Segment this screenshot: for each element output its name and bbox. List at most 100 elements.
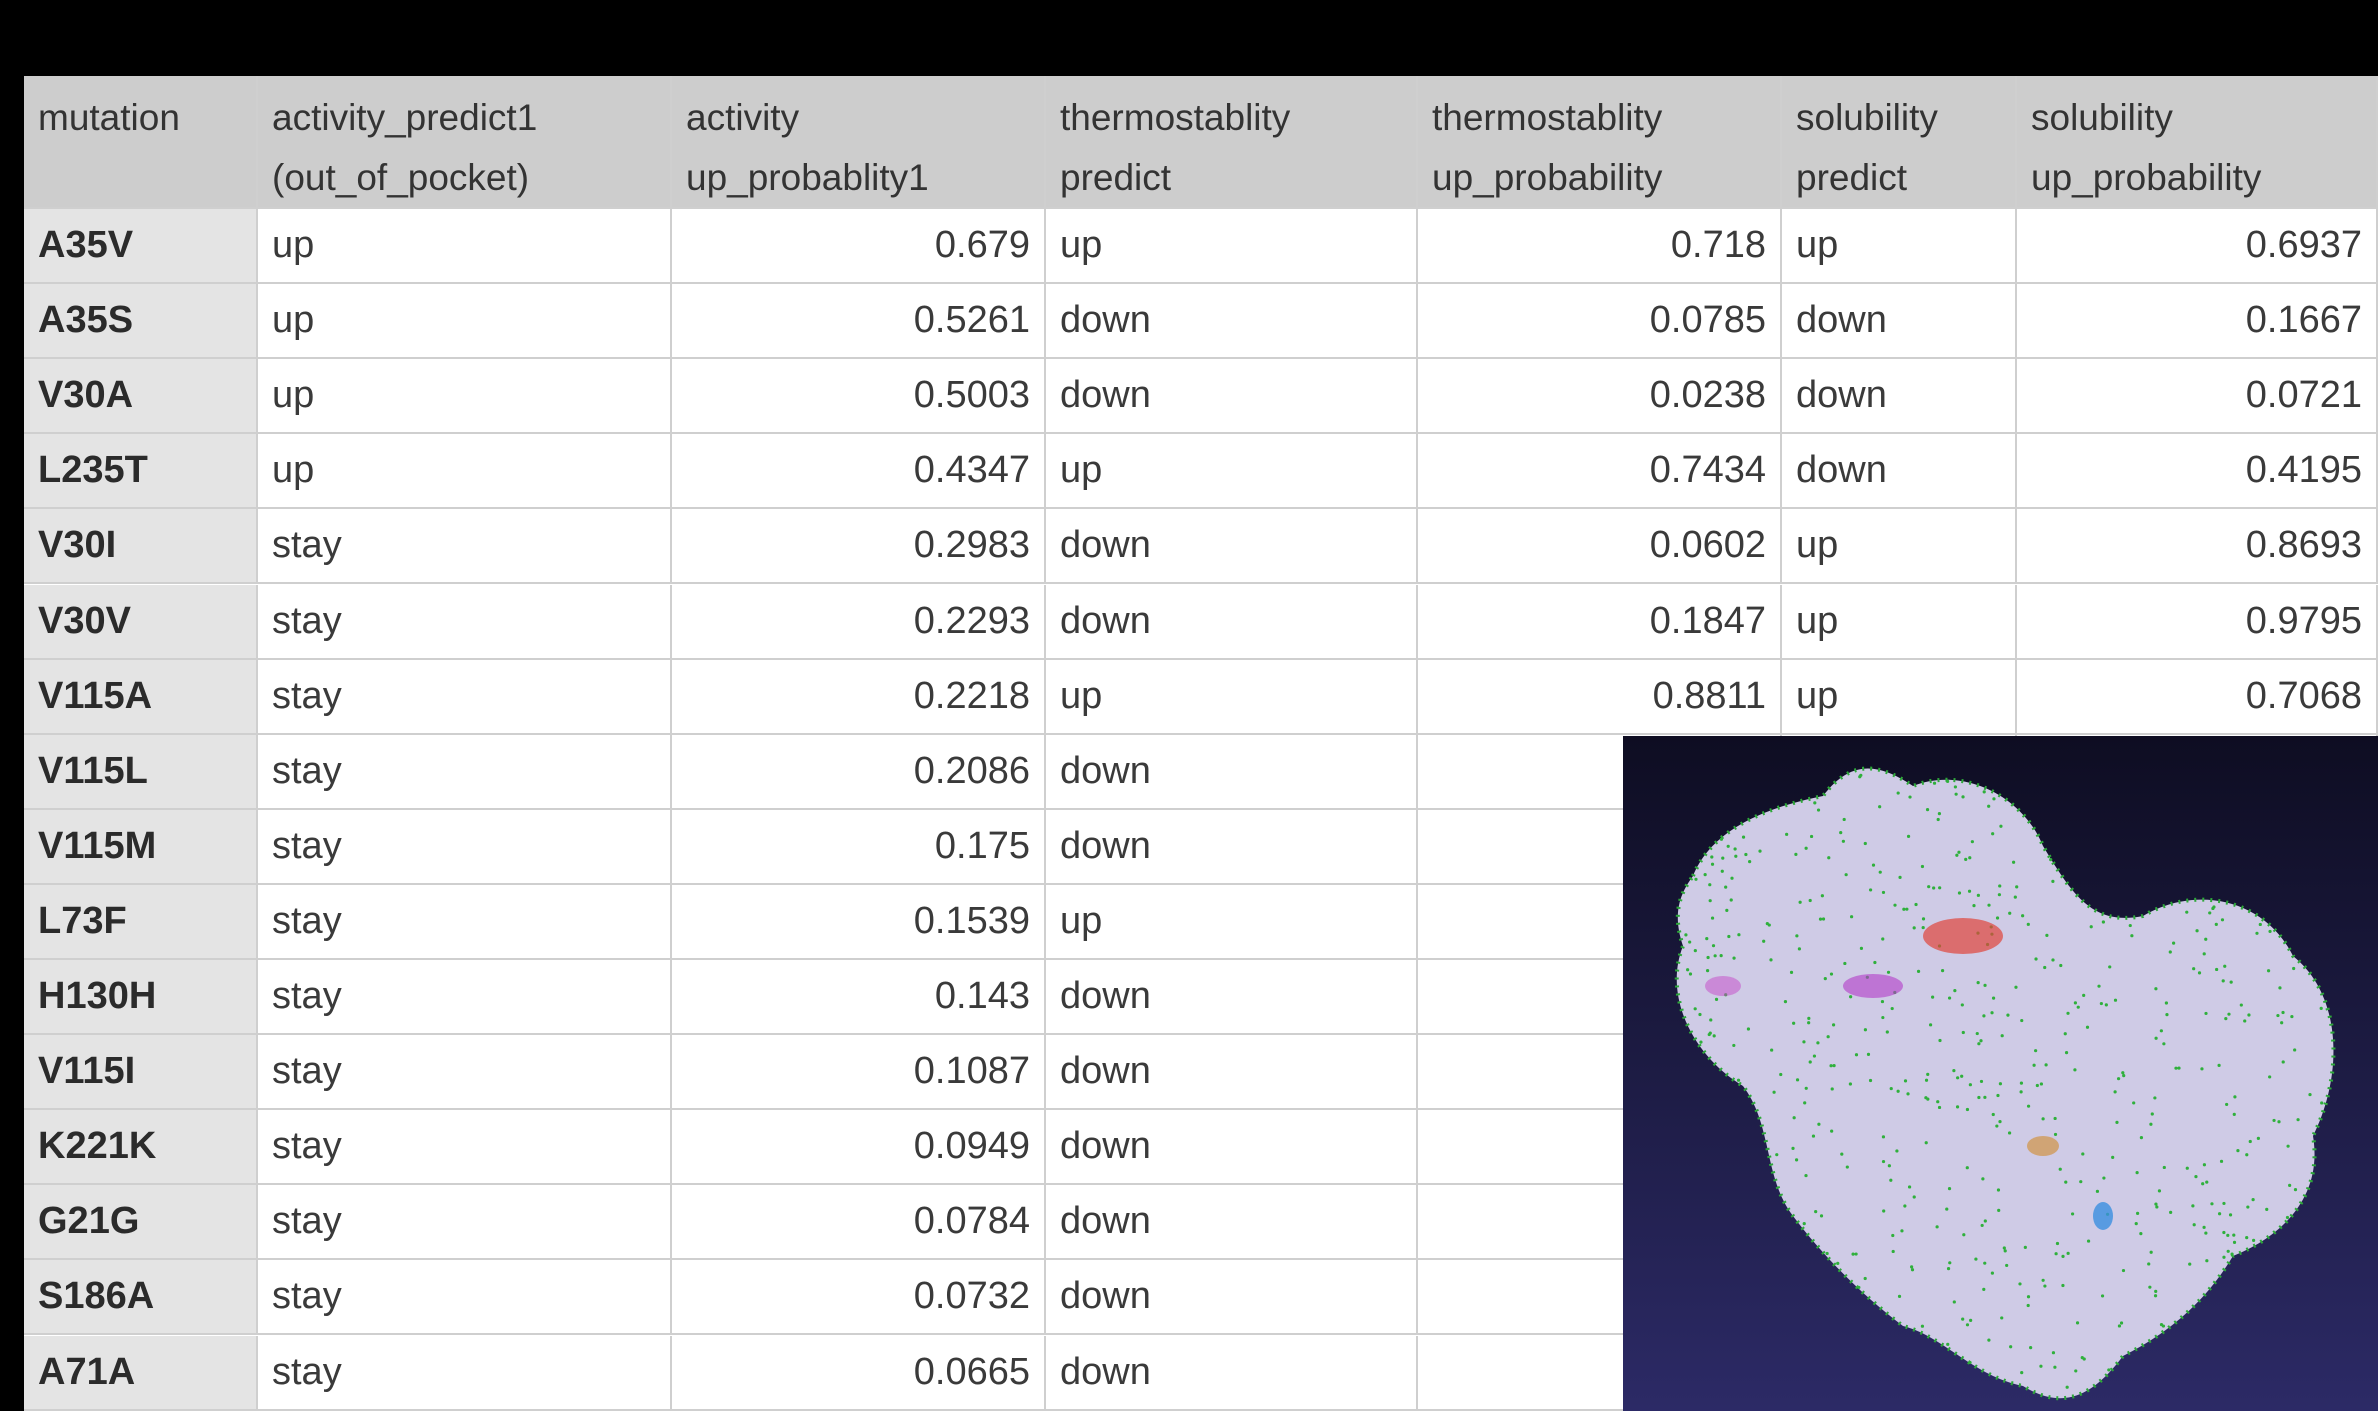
surface-dot bbox=[2272, 1119, 2275, 1122]
surface-dot bbox=[1897, 1090, 1900, 1093]
header-cell: activity_predict1(out_of_pocket) bbox=[258, 76, 672, 209]
surface-dot bbox=[2102, 1176, 2105, 1179]
surface-dot bbox=[1882, 1135, 1885, 1138]
surface-dot bbox=[1981, 1177, 1984, 1180]
cell: 0.0665 bbox=[672, 1336, 1046, 1411]
surface-dot bbox=[1913, 1195, 1916, 1198]
cell: 0.6937 bbox=[2017, 209, 2378, 284]
surface-dot bbox=[1821, 894, 1824, 897]
surface-dot bbox=[2212, 905, 2215, 908]
surface-dot bbox=[1790, 971, 1793, 974]
surface-dot bbox=[2320, 1007, 2323, 1010]
surface-dot bbox=[2320, 1101, 2323, 1104]
cell: 0.7434 bbox=[1418, 434, 1782, 509]
surface-dot bbox=[1708, 883, 1711, 886]
surface-dot bbox=[2202, 1226, 2205, 1229]
surface-dot bbox=[2120, 1321, 2123, 1324]
row-header: V115I bbox=[24, 1035, 258, 1110]
cell: up bbox=[1046, 209, 1418, 284]
surface-dot bbox=[1983, 790, 1986, 793]
surface-dot bbox=[1860, 947, 1863, 950]
surface-dot bbox=[1924, 1096, 1927, 1099]
surface-dot bbox=[2224, 1017, 2227, 1020]
surface-dot bbox=[2154, 1037, 2157, 1040]
surface-dot bbox=[2286, 1216, 2289, 1219]
surface-dot bbox=[1733, 847, 1736, 850]
surface-dot bbox=[1820, 1214, 1823, 1217]
cell: down bbox=[1046, 1260, 1418, 1335]
surface-dot bbox=[2169, 950, 2172, 953]
surface-dot bbox=[1846, 1165, 1849, 1168]
surface-dot bbox=[1891, 1234, 1894, 1237]
surface-dot bbox=[1996, 1094, 1999, 1097]
surface-dot bbox=[1908, 1185, 1911, 1188]
surface-dot bbox=[1927, 885, 1930, 888]
surface-dot bbox=[2034, 957, 2037, 960]
surface-dot bbox=[1910, 1265, 1913, 1268]
surface-dot bbox=[2203, 952, 2206, 955]
surface-dot bbox=[1867, 1053, 1870, 1056]
surface-dot bbox=[2107, 1368, 2110, 1371]
surface-dot bbox=[1995, 1124, 1998, 1127]
surface-dot bbox=[2081, 1152, 2084, 1155]
surface-dot bbox=[2280, 1021, 2283, 1024]
surface-dot bbox=[2108, 965, 2111, 968]
surface-dot bbox=[2114, 999, 2117, 1002]
surface-dot bbox=[2051, 958, 2054, 961]
surface-dot bbox=[1715, 998, 1718, 1001]
cell: up bbox=[258, 359, 672, 434]
surface-dot bbox=[2268, 1075, 2271, 1078]
surface-dot bbox=[1807, 1021, 1810, 1024]
surface-dot bbox=[1689, 972, 1692, 975]
cell: 0.718 bbox=[1418, 209, 1782, 284]
surface-dot bbox=[1966, 1166, 1969, 1169]
surface-dot bbox=[2129, 924, 2132, 927]
surface-dot bbox=[2147, 1262, 2150, 1265]
surface-dot bbox=[2097, 985, 2100, 988]
row-header: V30I bbox=[24, 509, 258, 584]
surface-dot bbox=[1992, 797, 1995, 800]
surface-dot bbox=[1882, 1209, 1885, 1212]
surface-dot bbox=[1721, 870, 1724, 873]
surface-dot bbox=[1709, 899, 1712, 902]
surface-dot bbox=[1983, 1096, 1986, 1099]
surface-dot bbox=[2102, 920, 2105, 923]
surface-dot bbox=[1804, 1174, 1807, 1177]
surface-dot bbox=[1784, 1000, 1787, 1003]
surface-dot bbox=[2004, 1249, 2007, 1252]
surface-dot bbox=[2015, 885, 2018, 888]
row-header: V30V bbox=[24, 585, 258, 660]
surface-dot bbox=[2218, 1212, 2221, 1215]
surface-dot bbox=[1710, 855, 1713, 858]
surface-dot bbox=[1727, 845, 1730, 848]
surface-dot bbox=[1688, 940, 1691, 943]
surface-dot bbox=[1705, 937, 1708, 940]
cell: 0.0785 bbox=[1418, 284, 1782, 359]
surface-dot bbox=[2036, 1084, 2039, 1087]
row-header: A35V bbox=[24, 209, 258, 284]
surface-dot bbox=[2194, 1175, 2197, 1178]
surface-dot bbox=[1955, 793, 1958, 796]
cell: down bbox=[1046, 359, 1418, 434]
surface-dot bbox=[2101, 1294, 2104, 1297]
surface-dot bbox=[1711, 916, 1714, 919]
surface-dot bbox=[1922, 917, 1925, 920]
surface-dot bbox=[1983, 984, 1986, 987]
surface-dot bbox=[1984, 1219, 1987, 1222]
surface-dot bbox=[2233, 1113, 2236, 1116]
cell: up bbox=[1046, 885, 1418, 960]
surface-dot bbox=[1840, 1153, 1843, 1156]
surface-dot bbox=[2204, 938, 2207, 941]
surface-dot bbox=[2045, 934, 2048, 937]
cell: down bbox=[1046, 509, 1418, 584]
surface-dot bbox=[1922, 926, 1925, 929]
surface-dot bbox=[1962, 1031, 1965, 1034]
surface-dot bbox=[1971, 840, 1974, 843]
surface-dot bbox=[1807, 1017, 1810, 1020]
surface-dot bbox=[1998, 884, 2001, 887]
surface-dot bbox=[1830, 1130, 1833, 1133]
surface-dot bbox=[1977, 1042, 1980, 1045]
surface-dot bbox=[2154, 1202, 2157, 1205]
surface-dot bbox=[2111, 1156, 2114, 1159]
header-text: up_probability bbox=[2031, 148, 2362, 208]
